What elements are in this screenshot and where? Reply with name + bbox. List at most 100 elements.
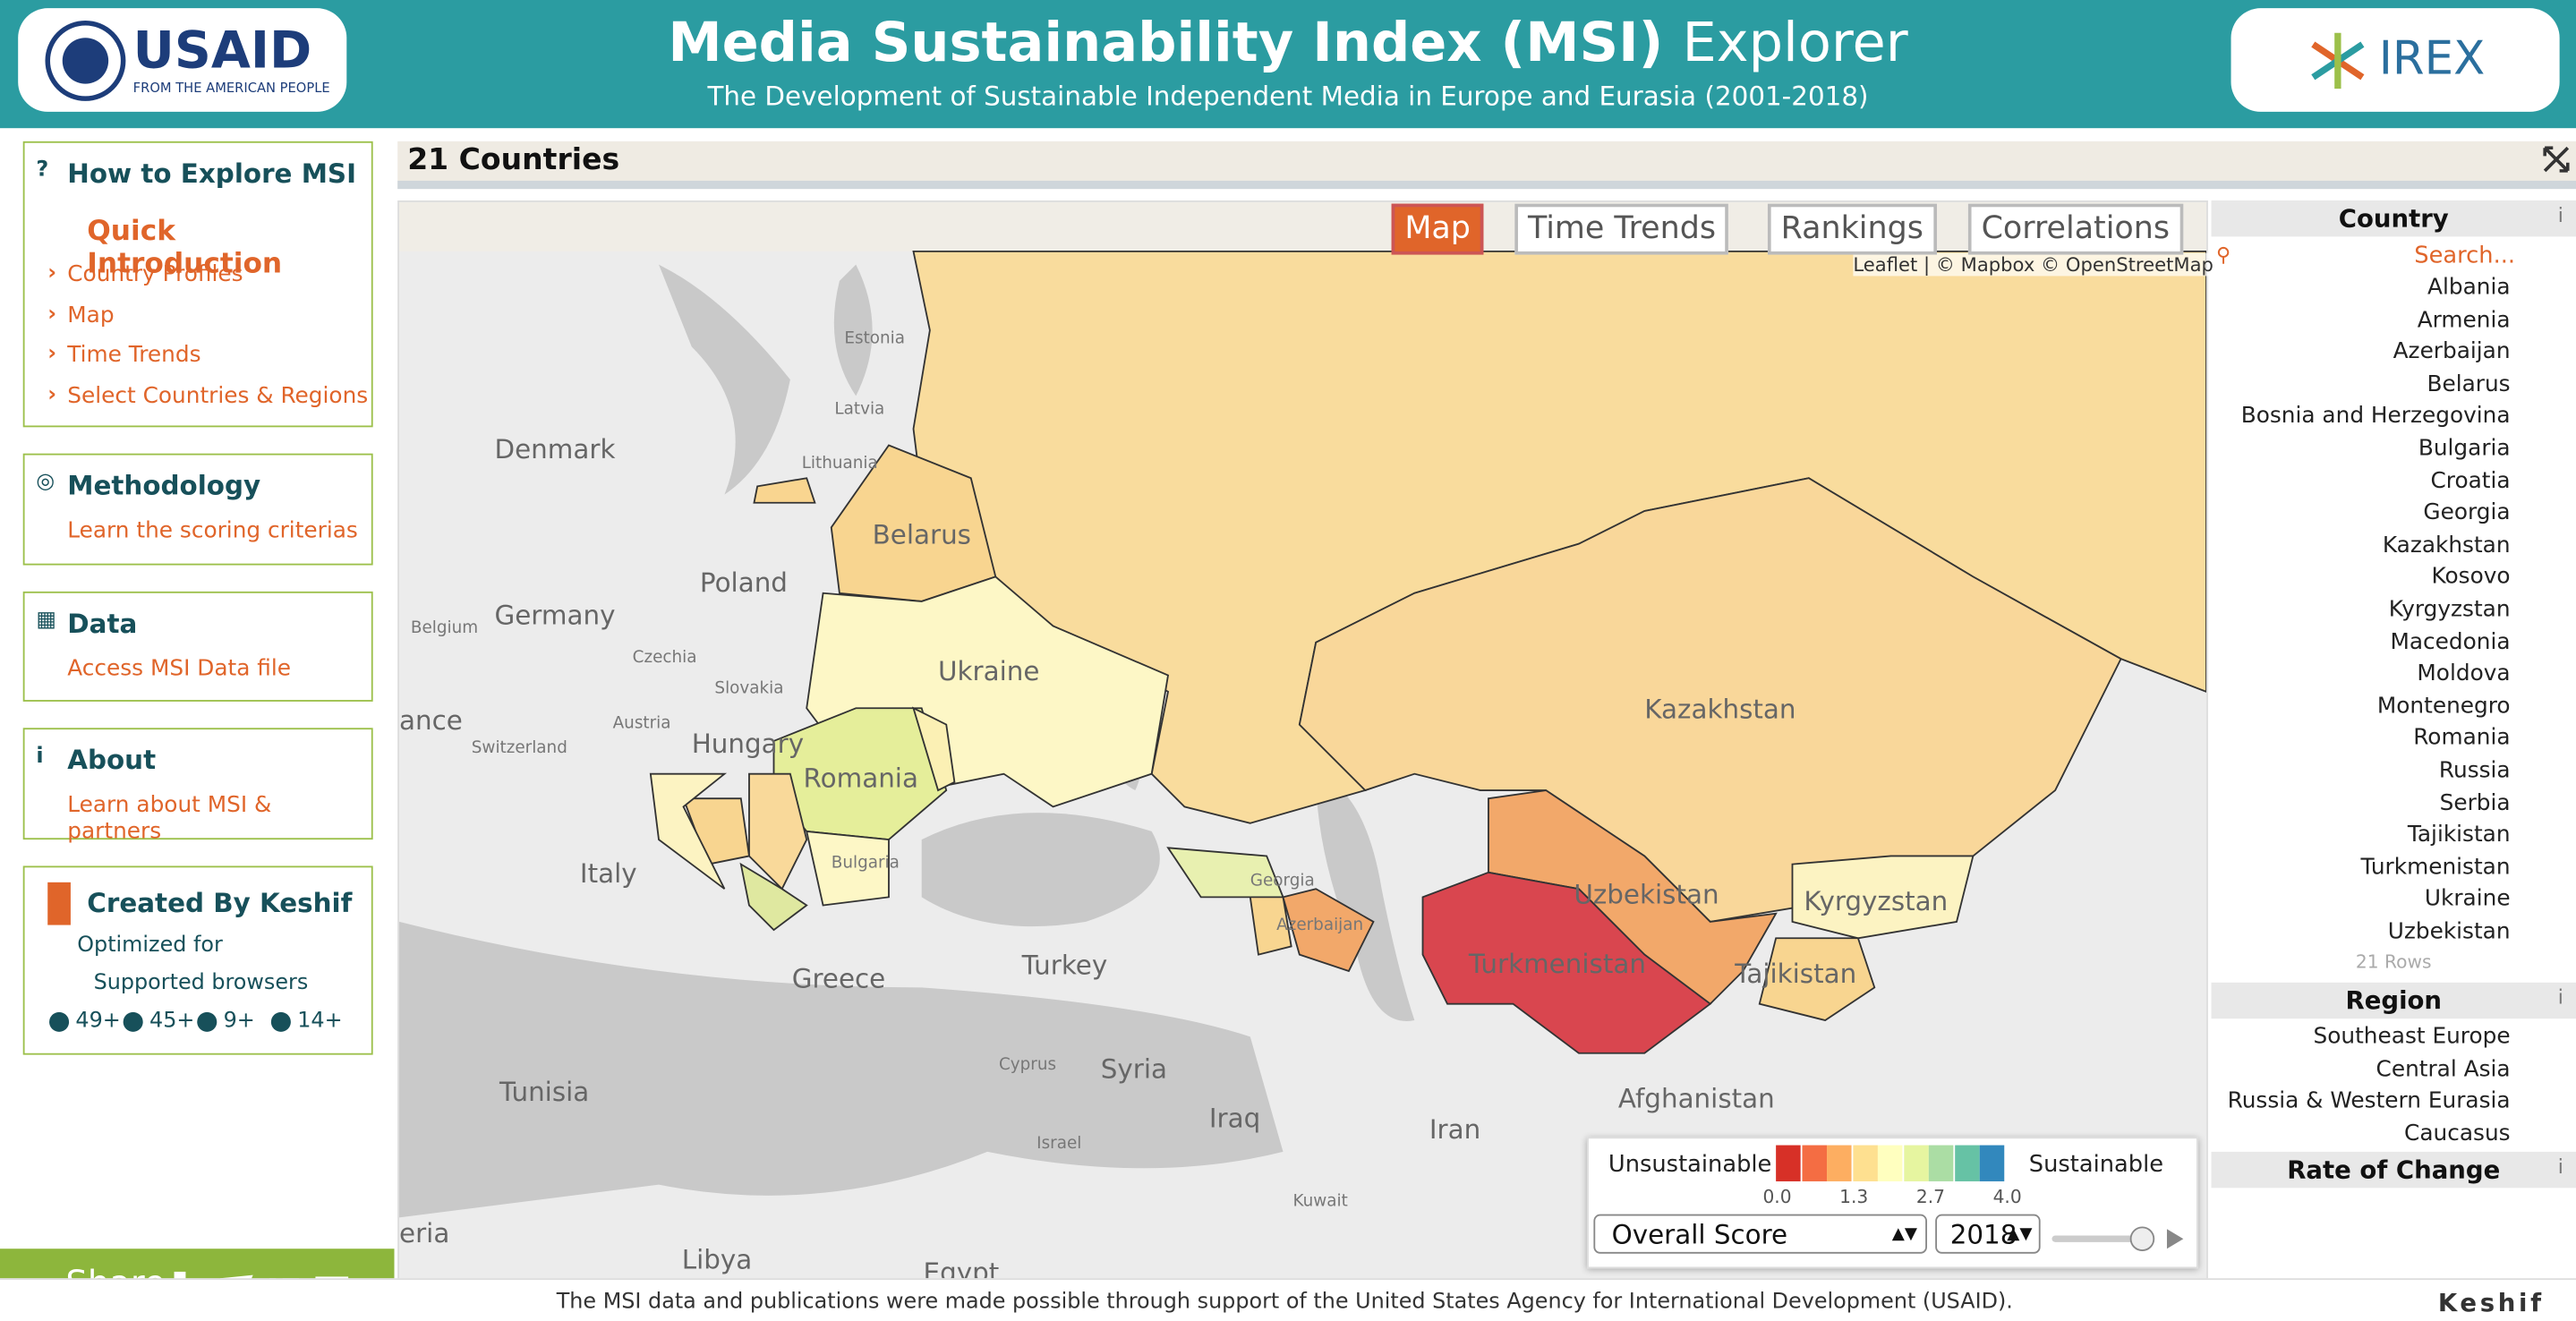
- country-item[interactable]: Serbia: [2439, 789, 2511, 816]
- browser-icon: [270, 1011, 291, 1032]
- map-label: Denmark: [494, 433, 616, 465]
- map-tab[interactable]: Time Trends: [1514, 203, 1729, 255]
- map-label: Greece: [791, 962, 886, 994]
- section-link[interactable]: Select Countries & Regions: [67, 381, 369, 409]
- filter-header[interactable]: Country: [2211, 200, 2576, 237]
- map-label: Uzbekistan: [1574, 879, 1719, 911]
- usaid-logo[interactable]: USAID FROM THE AMERICAN PEOPLE: [18, 8, 347, 112]
- country-item[interactable]: Macedonia: [2390, 628, 2511, 655]
- section-link[interactable]: Learn the scoring criterias: [67, 517, 358, 544]
- map-label: Turkmenistan: [1468, 948, 1646, 980]
- country-item[interactable]: Armenia: [2417, 306, 2511, 333]
- map-label: Romania: [803, 762, 918, 794]
- rows-count: 21 Rows: [2355, 950, 2432, 973]
- country-item[interactable]: Turkmenistan: [2360, 854, 2511, 881]
- map-tab[interactable]: Correlations: [1967, 203, 2183, 255]
- legend-swatch: [1776, 1145, 1801, 1181]
- country-item[interactable]: Montenegro: [2376, 693, 2511, 720]
- country-item[interactable]: Belarus: [2427, 371, 2511, 397]
- section-title[interactable]: How to Explore MSI: [67, 158, 357, 190]
- filter-header[interactable]: Rate of Change: [2211, 1151, 2576, 1189]
- map-label: Czechia: [632, 649, 697, 668]
- legend-low: Unsustainable: [1608, 1151, 1772, 1179]
- country-item[interactable]: Kyrgyzstan: [2388, 596, 2511, 623]
- region-item[interactable]: Caucasus: [2404, 1120, 2511, 1147]
- sidebar-section: ◎Methodology›Learn the scoring criterias: [22, 453, 373, 566]
- country-item[interactable]: Croatia: [2430, 467, 2511, 494]
- map-shapes: [399, 201, 2207, 1218]
- country-item[interactable]: Albania: [2427, 274, 2511, 301]
- country-item[interactable]: Georgia: [2423, 499, 2511, 526]
- irex-mark: [2311, 32, 2365, 89]
- browser-version: 45+: [149, 1009, 195, 1034]
- map-label: Kuwait: [1292, 1192, 1348, 1211]
- browser-icon: [197, 1011, 218, 1032]
- panel-title: 21 Countries: [407, 142, 620, 178]
- country-item[interactable]: Kosovo: [2431, 564, 2511, 591]
- measure-value: Overall Score: [1611, 1219, 1788, 1251]
- country-item[interactable]: Ukraine: [2424, 886, 2511, 913]
- usaid-name: USAID: [132, 21, 312, 81]
- country-item[interactable]: Bosnia and Herzegovina: [2240, 403, 2511, 430]
- sidebar-section: ? How to Explore MSI Quick Introduction › Co…: [22, 141, 373, 428]
- legend: Unsustainable Sustainable 0.0 1.3 2.7 4.0 O…: [1587, 1137, 2198, 1269]
- section-link[interactable]: Map: [67, 301, 115, 328]
- map-label: eria: [399, 1217, 450, 1249]
- browser-version: 49+: [75, 1009, 121, 1034]
- map-label: Belarus: [872, 519, 971, 550]
- legend-swatch: [1979, 1145, 2005, 1181]
- region-item[interactable]: Russia & Western Eurasia: [2227, 1087, 2511, 1115]
- map-label: Latvia: [834, 400, 885, 420]
- country-item[interactable]: Tajikistan: [2407, 822, 2511, 848]
- legend-swatch: [1928, 1145, 1954, 1181]
- map-label: Tajikistan: [1735, 958, 1857, 990]
- section-link[interactable]: Time Trends: [67, 341, 201, 369]
- country-item[interactable]: Bulgaria: [2418, 435, 2511, 462]
- map-label: ance: [399, 704, 463, 737]
- legend-swatch: [1852, 1145, 1878, 1181]
- section-title[interactable]: Data: [67, 608, 138, 640]
- search-box[interactable]: Search...: [2414, 243, 2516, 270]
- year-slider[interactable]: [2049, 1224, 2188, 1257]
- info-icon: i: [2557, 203, 2563, 227]
- expand-icon[interactable]: [2543, 146, 2570, 173]
- map-tab[interactable]: Map: [1391, 203, 1484, 255]
- section-link[interactable]: Country Profiles: [67, 260, 243, 288]
- country-item[interactable]: Uzbekistan: [2387, 918, 2511, 945]
- usaid-seal: [45, 20, 126, 101]
- measure-select[interactable]: Overall Score ▲▼: [1593, 1214, 1927, 1254]
- info-icon: i: [2557, 985, 2563, 1010]
- section-title[interactable]: Methodology: [67, 470, 261, 501]
- country-item[interactable]: Azerbaijan: [2393, 338, 2511, 365]
- link-primary[interactable]: Quick Introduction: [87, 215, 283, 281]
- map-label: Tunisia: [499, 1076, 590, 1108]
- filter-header[interactable]: Region: [2211, 982, 2576, 1019]
- section-link[interactable]: Access MSI Data file: [67, 655, 292, 682]
- country-item[interactable]: Kazakhstan: [2382, 532, 2511, 558]
- keshif-title[interactable]: Created By Keshif: [87, 887, 353, 919]
- year-select[interactable]: 2018 ▲▼: [1935, 1214, 2041, 1254]
- search-icon: ⚲: [2216, 243, 2231, 267]
- section-title[interactable]: About: [67, 744, 157, 776]
- title-main: Media Sustainability Index (MSI): [668, 10, 1664, 74]
- legend-swatch: [1954, 1145, 1979, 1181]
- map[interactable]: Estonia Latvia Lithuania Denmark Belarus Pola…: [397, 200, 2208, 1281]
- legend-swatch: [1903, 1145, 1928, 1181]
- map-label: Germany: [494, 600, 616, 631]
- country-item[interactable]: Romania: [2413, 725, 2511, 752]
- map-label: Estonia: [844, 329, 905, 349]
- region-item[interactable]: Central Asia: [2376, 1055, 2511, 1083]
- map-label: Italy: [579, 857, 637, 890]
- section-link[interactable]: Learn about MSI & partners: [67, 791, 272, 845]
- region-item[interactable]: Southeast Europe: [2313, 1023, 2511, 1051]
- country-item[interactable]: Moldova: [2417, 660, 2511, 687]
- country-item[interactable]: Russia: [2438, 757, 2511, 784]
- optimized-label: Optimized for: [77, 933, 223, 959]
- map-label: Poland: [699, 567, 788, 599]
- irex-logo[interactable]: IREX: [2231, 8, 2560, 112]
- attribution: Leaflet | © Mapbox © OpenStreetMap: [1853, 252, 2213, 277]
- map-label: Kyrgyzstan: [1804, 885, 1949, 917]
- map-tab[interactable]: Rankings: [1767, 203, 1937, 255]
